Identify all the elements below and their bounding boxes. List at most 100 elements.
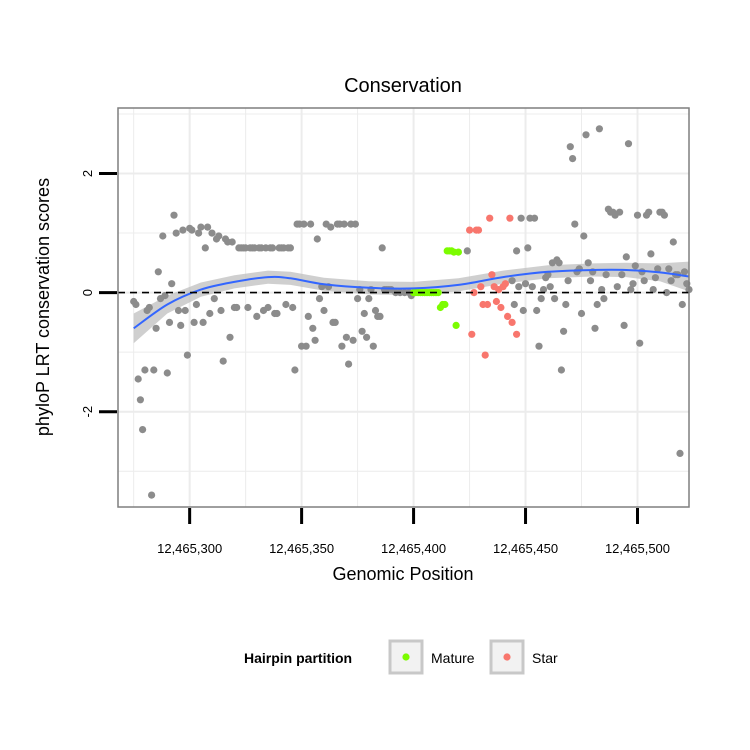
point-other: [513, 247, 521, 255]
point-other: [517, 214, 525, 222]
smooth-line: [133, 268, 690, 330]
point-other: [331, 318, 339, 326]
point-other: [197, 223, 205, 231]
x-tick-label: 12,465,400: [381, 541, 446, 556]
point-other: [311, 336, 319, 344]
point-other: [363, 333, 371, 341]
confidence-band: [133, 261, 689, 344]
point-other: [620, 321, 628, 329]
point-star: [470, 289, 478, 297]
data-points: [130, 125, 693, 499]
point-other: [208, 229, 216, 237]
point-other: [360, 309, 368, 318]
point-star: [497, 303, 505, 312]
point-other: [309, 324, 317, 332]
panel-border: [117, 107, 690, 508]
point-other: [595, 125, 604, 133]
smooth-curve: [133, 268, 690, 330]
point-star: [501, 280, 509, 288]
point-other: [602, 271, 610, 279]
point-other: [139, 426, 147, 434]
point-mature: [441, 300, 449, 309]
point-other: [598, 286, 606, 294]
point-star: [477, 283, 485, 291]
point-other: [342, 333, 350, 341]
point-other: [515, 283, 523, 291]
point-other: [354, 295, 362, 303]
point-other: [338, 342, 346, 350]
point-other: [228, 238, 236, 246]
point-other: [217, 306, 225, 315]
point-other: [282, 300, 290, 309]
legend-entry-star: Star: [489, 639, 558, 675]
x-tick-label: 12,465,500: [605, 541, 670, 556]
point-other: [586, 277, 595, 285]
point-other: [358, 327, 366, 335]
point-other: [535, 342, 543, 350]
point-other: [564, 277, 572, 285]
x-axis: 12,465,300 12,465,350 12,465,400 12,465,450…: [157, 508, 670, 556]
chart-title: Conservation: [344, 75, 462, 97]
point-other: [571, 220, 579, 228]
point-other: [349, 336, 357, 344]
point-other: [371, 306, 380, 315]
legend-dot-star: [503, 653, 511, 661]
point-other: [188, 226, 196, 234]
point-other: [510, 300, 518, 309]
point-other: [165, 318, 174, 326]
point-other: [582, 131, 590, 139]
point-other: [179, 226, 187, 234]
point-other: [663, 289, 671, 297]
point-other: [631, 262, 639, 270]
point-other: [533, 306, 541, 315]
x-tick-label: 12,465,350: [269, 541, 334, 556]
point-other: [680, 268, 689, 276]
point-other: [647, 250, 655, 258]
point-other: [519, 306, 527, 315]
point-other: [199, 318, 207, 326]
y-axis-label: phyloP LRT conservation scores: [33, 178, 53, 436]
point-other: [600, 295, 608, 303]
point-star: [483, 300, 492, 309]
point-other: [150, 366, 158, 374]
legend-label-mature: Mature: [431, 650, 475, 666]
point-other: [524, 244, 532, 252]
point-other: [537, 295, 545, 303]
point-other: [530, 214, 539, 222]
point-star: [474, 226, 483, 234]
grid-lines: [118, 108, 689, 507]
point-other: [170, 211, 178, 219]
point-other: [569, 155, 577, 163]
point-other: [560, 327, 568, 335]
y-tick-label: 0: [80, 289, 95, 296]
legend-key-mature: [388, 639, 424, 675]
point-other: [562, 300, 570, 309]
point-mature: [434, 289, 442, 297]
point-other: [521, 280, 530, 288]
point-other: [528, 283, 536, 291]
point-other: [141, 366, 149, 374]
point-other: [508, 277, 516, 285]
point-other: [555, 259, 563, 267]
point-other: [678, 300, 686, 309]
point-other: [584, 259, 592, 267]
legend-dot-mature: [402, 653, 410, 661]
point-other: [633, 211, 642, 219]
point-other: [327, 223, 335, 231]
confidence-ribbon: [133, 261, 689, 344]
point-other: [174, 306, 183, 315]
point-other: [161, 292, 169, 300]
point-other: [365, 295, 373, 303]
point-other: [649, 286, 657, 294]
point-other: [566, 143, 574, 151]
point-other: [132, 300, 140, 309]
point-other: [307, 220, 315, 228]
point-other: [204, 223, 212, 231]
legend-label-star: Star: [532, 650, 558, 666]
point-star: [492, 297, 500, 306]
point-other: [627, 286, 635, 294]
point-other: [351, 220, 359, 228]
point-other: [172, 229, 180, 237]
point-other: [264, 303, 272, 312]
